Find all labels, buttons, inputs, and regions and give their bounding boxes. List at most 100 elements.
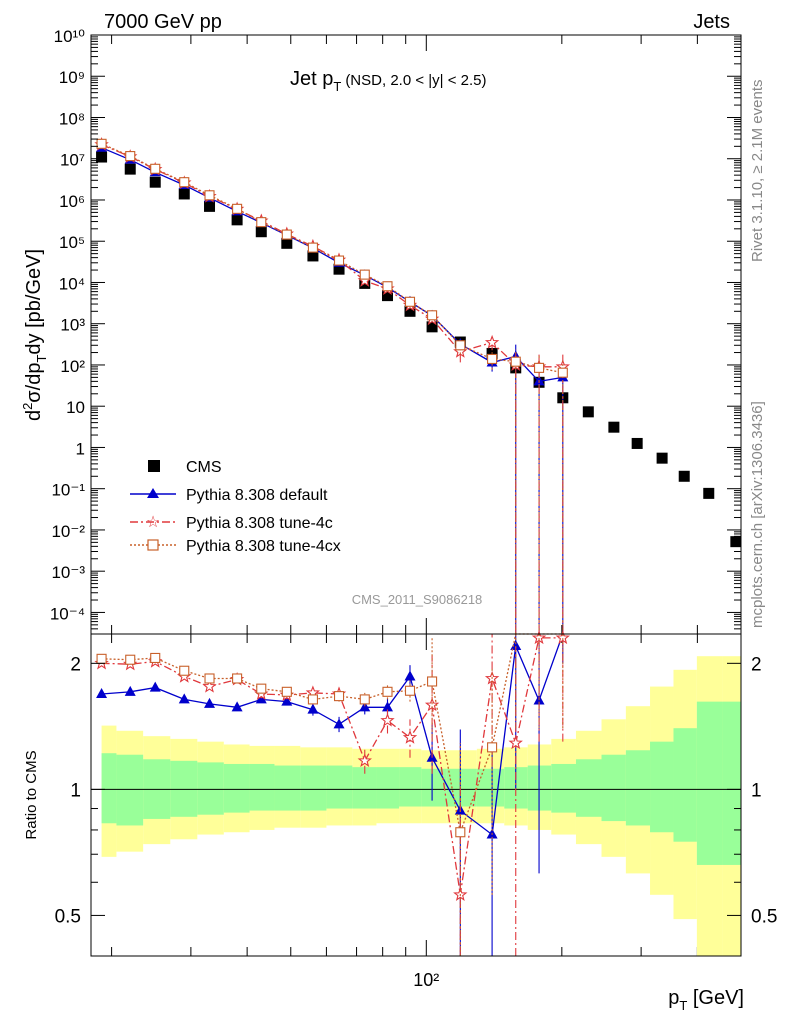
y-tick-label: 10⁻¹ [51,481,85,500]
ratio-point-tune-4cx [204,673,215,684]
ratio-band-inner [352,767,377,809]
ratio-point-tune-4c [202,679,217,693]
y-tick-label: 10² [60,357,85,376]
ratio-point-default [96,687,108,698]
mcplots-label: mcplots.cern.ch [arXiv:1306.3436] [749,401,766,628]
legend-default-marker [147,488,159,498]
main-point-tune-4cx [232,203,243,214]
main-point-tune-4cx [150,163,161,174]
ratio-band-inner [376,767,400,809]
ratio-point-tune-4cx [307,694,318,705]
main-point-tune-4cx [557,367,568,378]
main-point-cms [333,263,345,275]
legend-4c-label: Pythia 8.308 tune-4c [186,515,333,532]
main-point-tune-4cx [333,255,345,266]
ratio-point-tune-4cx [382,686,393,697]
ratio-band-inner [696,701,723,865]
legend-4c-marker: ☆ [146,514,160,531]
main-point-tune-4cx [382,281,393,292]
ratio-band-inner [101,753,117,824]
ratio-band-inner [551,763,576,813]
ratio-point-tune-4c [357,753,372,767]
ratio-point-tune-4c [402,729,418,744]
y-tick-label: 10⁸ [59,109,85,128]
main-point-tune-4cx [307,242,318,253]
ratio-band-inner [274,765,301,811]
legend-4cx-label: Pythia 8.308 tune-4cx [186,538,341,555]
y-tick-label: 10⁻³ [51,563,85,582]
main-point-cms [124,163,136,175]
legend: CMS Pythia 8.308 default ☆ Pythia 8.308 … [130,459,341,555]
ratio-point-tune-4cx [359,694,370,705]
ratio-y-label: Ratio to CMS [23,750,40,839]
ratio-point-default [255,693,267,704]
ratio-y-tick-label: 2 [70,654,81,675]
main-point-tune-4cx [256,217,267,228]
y-tick-label: 10³ [60,316,85,335]
ratio-band-inner [625,750,651,826]
y-tick-label: 10⁹ [59,68,85,87]
x-tick-label: 10² [413,970,439,990]
ratio-band-inner [300,765,327,811]
ratio-point-default [510,639,522,650]
ratio-band-inner [601,754,626,822]
main-point-cms [608,421,620,433]
y-tick-label: 10⁻² [51,522,85,541]
main-point-cms [404,305,416,317]
y-tick-label: 10⁷ [60,151,85,170]
y-tick-label: 10¹⁰ [54,27,86,46]
ratio-y-tick-label: 1 [70,780,81,801]
main-line-tune-4c [101,144,563,368]
ratio-band-inner [399,767,422,807]
ratio-point-default [307,703,319,714]
ratio-point-default [404,670,416,681]
main-point-cms [703,487,715,499]
y-tick-label: 10⁶ [59,192,85,211]
ratio-plot-area [91,630,741,956]
ratio-band-inner [421,768,447,807]
ratio-band-inner [575,759,602,817]
header-left: 7000 GeV pp [104,11,222,33]
ratio-frame [90,633,742,957]
ratio-band-inner [673,728,697,842]
main-point-cms [582,406,594,418]
ratio-band-inner [223,763,250,813]
main-point-cms [178,188,190,200]
chart-title: Jet pT (NSD, 2.0 < |y| < 2.5) [290,68,487,94]
rivet-label: Rivet 3.1.10, ≥ 2.1M events [749,80,766,263]
ratio-point-default [359,701,371,712]
ratio-point-default [178,693,190,704]
ratio-point-tune-4cx [333,691,345,702]
ratio-y-tick-label: 0.5 [55,906,81,927]
ratio-point-tune-4cx [96,653,107,664]
ratio-band-inner [116,754,144,826]
ratio-point-tune-4cx [256,683,267,694]
ratio-band-inner [650,741,674,833]
main-point-cms [281,237,293,249]
main-point-cms [204,200,216,212]
main-ticks: 10⁻⁴ 10⁻³ 10⁻² 10⁻¹ 1 10 10² 10³ 10⁴ 10⁵ 10⁶ 10⁷ 10⁸… [50,27,742,956]
watermark: CMS_2011_S9086218 [352,592,483,607]
ratio-band-inner [197,762,224,815]
ratio-y-tick-label: 1 [751,780,762,801]
ratio-y-tick-label: 2 [751,654,762,675]
header-right: Jets [693,11,730,33]
main-point-cms [656,452,668,464]
x-axis-label: pT [GeV] [668,987,744,1013]
y-tick-label: 10⁵ [59,233,85,252]
ratio-band-inner [170,760,198,817]
main-plot-area [94,137,742,634]
main-panel: 10⁻⁴ 10⁻³ 10⁻² 10⁻¹ 1 10 10² 10³ 10⁴ 10⁵ 10⁶ 10⁷ 10⁸… [20,27,742,956]
main-point-tune-4cx [359,269,370,280]
main-point-tune-4cx [125,151,136,162]
ratio-point-tune-4cx [487,742,498,753]
ratio-panel: 0.5 0.5 1 1 2 2 10² Ratio to CMS [23,630,777,990]
main-point-cms [149,176,161,188]
ratio-point-tune-4c [531,630,547,645]
main-point-tune-4cx [204,190,215,201]
main-point-cms [381,290,393,302]
main-point-tune-4cx [404,296,416,307]
ratio-band-inner [326,765,353,809]
ratio-point-tune-4cx [427,676,438,687]
ratio-point-tune-4cx [179,665,190,676]
